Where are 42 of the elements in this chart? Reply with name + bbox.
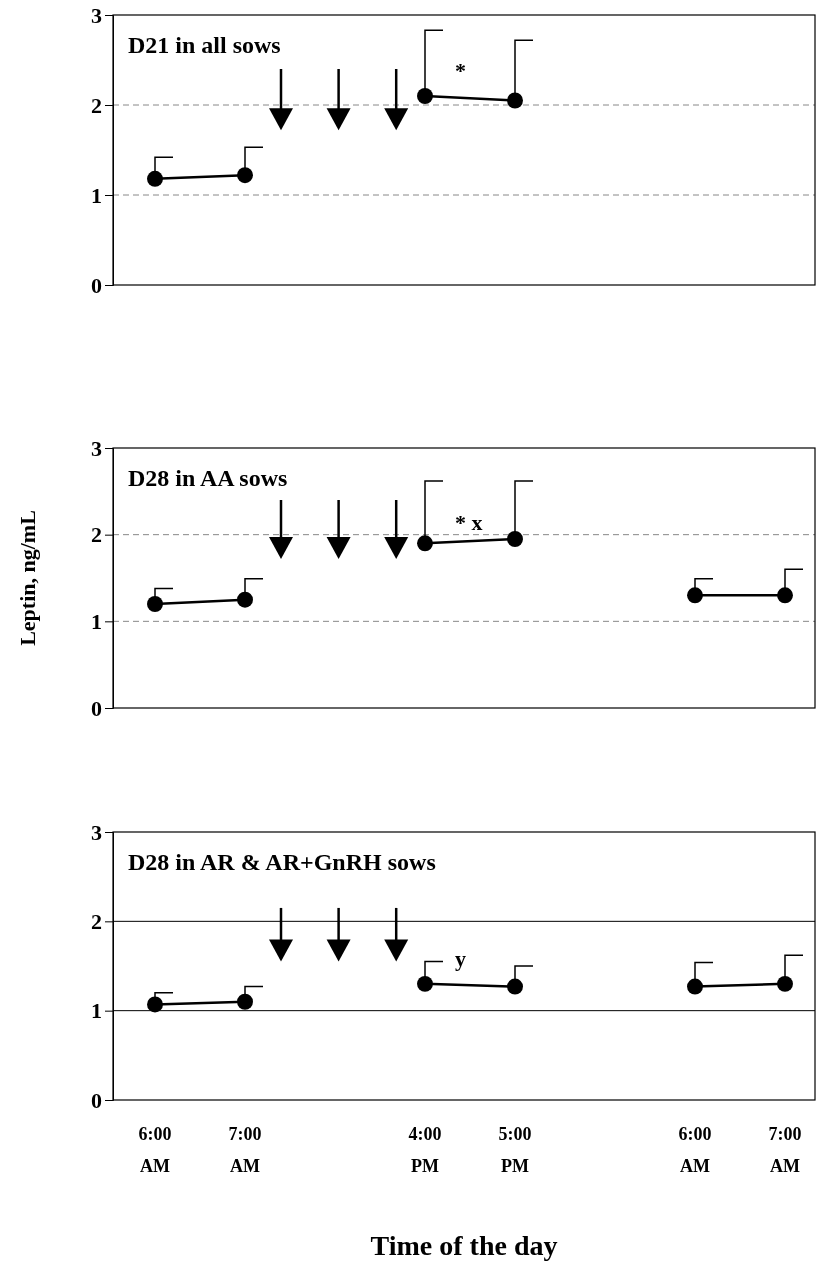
x-tick-label: 4:00 PM	[408, 1124, 442, 1176]
annotation: *	[455, 58, 466, 83]
point	[777, 975, 793, 992]
y-tick-label: 3	[91, 819, 102, 845]
point	[237, 167, 253, 184]
point	[147, 170, 163, 187]
point	[237, 591, 253, 608]
x-tick-label: 6:00 AM	[678, 1124, 712, 1176]
y-tick-label: 0	[91, 272, 102, 298]
y-tick-label: 2	[91, 908, 102, 934]
annotation: * x	[455, 510, 483, 536]
y-tick-label: 1	[91, 998, 102, 1024]
text: D28 in AA sows	[128, 465, 288, 491]
y-tick-label: 2	[91, 522, 102, 548]
point	[237, 993, 253, 1010]
point	[417, 88, 433, 104]
text: D28 in AR & AR+GnRH sows	[128, 849, 436, 875]
point	[507, 531, 523, 547]
x-tick-label: 6:00 AM	[138, 1124, 172, 1176]
y-tick-label: 3	[91, 435, 102, 461]
y-tick-label: 0	[91, 695, 102, 721]
y-axis-title: Leptin, ng/mL	[15, 510, 40, 646]
point	[147, 596, 163, 612]
y-tick-label: 3	[91, 2, 102, 28]
y-tick-label: 1	[91, 608, 102, 634]
point	[687, 587, 703, 604]
y-tick-label: 1	[91, 182, 102, 208]
x-tick-label: 7:00 AM	[768, 1124, 802, 1176]
y-tick-label: 0	[91, 1087, 102, 1113]
annotation: y	[455, 946, 466, 971]
point	[507, 92, 523, 109]
point	[777, 587, 793, 604]
text: D21 in all sows	[128, 32, 281, 58]
x-axis-title: Time of the day	[370, 1230, 558, 1261]
point	[507, 978, 523, 995]
point	[687, 978, 703, 995]
point	[147, 996, 163, 1013]
point	[417, 535, 433, 552]
point	[417, 975, 433, 992]
x-tick-label: 5:00 PM	[498, 1124, 532, 1176]
y-tick-label: 2	[91, 92, 102, 118]
x-tick-label: 7:00 AM	[228, 1124, 262, 1176]
